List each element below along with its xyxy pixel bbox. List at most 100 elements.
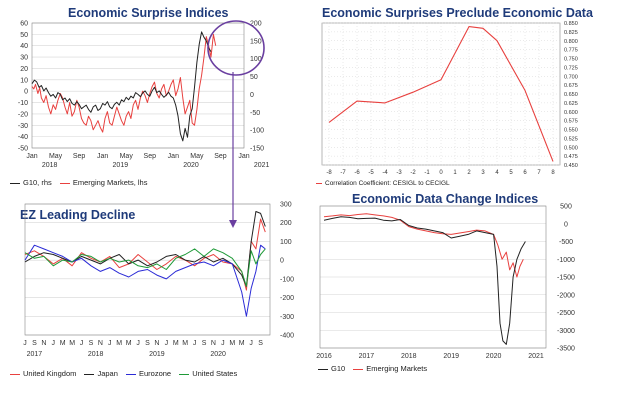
y-tick-label-right: 200	[250, 21, 262, 28]
x-year-label: 2018	[88, 351, 104, 358]
y-tick-label: 0.675	[564, 83, 578, 89]
y-tick-label: -3000	[557, 328, 575, 335]
x-tick-label: M	[182, 340, 188, 347]
x-tick-label: S	[89, 340, 94, 347]
legend-swatch-g10	[10, 182, 20, 184]
x-tick-label: J	[80, 340, 84, 347]
x-tick-label: May	[49, 153, 63, 160]
x-tick-label: 7	[537, 170, 541, 176]
x-tick-label: N	[41, 340, 46, 347]
y-tick-label-left: -20	[18, 111, 28, 118]
series-line-emerging-markets-lhs	[31, 33, 217, 133]
series-line-emerging-markets	[323, 213, 524, 278]
x-tick-label: M	[229, 340, 235, 347]
x-tick-label: M	[69, 340, 75, 347]
chart-panel-correlation: Economic Surprises Preclude Economic Dat…	[310, 0, 620, 190]
y-tick-label-right: -100	[250, 128, 264, 135]
x-tick-label: -3	[396, 170, 402, 176]
x-year-label: 2018	[42, 162, 58, 169]
x-year-label: 2021	[254, 162, 270, 169]
plot-frame	[319, 205, 547, 349]
x-tick-label: S	[202, 340, 207, 347]
x-tick-label: -4	[382, 170, 388, 176]
y-tick-label: 0	[564, 221, 568, 228]
x-tick-label: J	[165, 340, 169, 347]
legend-label: United Kingdom	[23, 369, 77, 378]
x-year-label: 2020	[210, 351, 226, 358]
y-tick-label: 0.650	[564, 92, 578, 98]
chart-title: Economic Data Change Indices	[352, 192, 539, 206]
chart-legend: G10, rhs Emerging Markets, lhs	[10, 178, 147, 187]
x-tick-label: 2016	[316, 353, 332, 360]
y-tick-label-right: 50	[250, 74, 258, 81]
x-tick-label: 2021	[528, 353, 544, 360]
x-year-label: 2019	[113, 162, 129, 169]
legend-swatch-corr	[316, 182, 322, 184]
chart-svg: 500 0 -500 -1000 -1500 -2000 -2500 -3000 -3500 20…	[316, 204, 575, 361]
y-tick-label: 300	[280, 202, 292, 209]
x-tick-label: N	[154, 340, 159, 347]
y-tick-label-right: -150	[250, 146, 264, 153]
x-tick-label: -1	[424, 170, 430, 176]
chart-panel-data-change: Economic Data Change Indices 500 0 -500 -10…	[310, 190, 620, 400]
y-tick-label: 0.625	[564, 101, 578, 107]
x-tick-label: 2	[467, 170, 471, 176]
x-tick-label: Jan	[168, 153, 179, 160]
y-tick-label: -2000	[557, 292, 575, 299]
y-tick-label-left: -30	[18, 123, 28, 130]
y-tick-label: 0.700	[564, 74, 578, 80]
x-tick-label: M	[116, 340, 122, 347]
x-tick-label: Sep	[214, 153, 227, 160]
y-tick-label: 0.750	[564, 57, 578, 63]
x-tick-label: 0	[439, 170, 443, 176]
y-tick-label: 0	[280, 258, 284, 265]
x-tick-label: 2017	[359, 353, 375, 360]
chart-title: Economic Surprises Preclude Economic Dat…	[322, 6, 593, 20]
x-tick-label: J	[52, 340, 56, 347]
legend-swatch-uk	[10, 373, 20, 375]
y-tick-label: 0.725	[564, 65, 578, 71]
x-tick-label: S	[145, 340, 150, 347]
plot-frame	[31, 22, 245, 149]
x-tick-label: 3	[481, 170, 485, 176]
x-tick-label: N	[211, 340, 216, 347]
x-tick-label: -7	[340, 170, 346, 176]
y-tick-label-right: -50	[250, 110, 260, 117]
y-tick-label: 0.775	[564, 48, 578, 54]
y-tick-label: -100	[280, 276, 294, 283]
x-tick-label: Jan	[238, 153, 249, 160]
legend-label: G10, rhs	[23, 178, 52, 187]
x-tick-label: J	[193, 340, 197, 347]
legend-label: G10	[331, 364, 346, 373]
y-tick-label-left: 0	[24, 89, 28, 96]
y-tick-label: -1000	[557, 257, 575, 264]
x-year-label: 2017	[27, 351, 43, 358]
y-tick-label: -1500	[557, 275, 575, 282]
x-tick-label: Sep	[144, 153, 157, 160]
y-tick-label-right: 100	[250, 56, 262, 63]
x-tick-label: 1	[453, 170, 457, 176]
y-tick-label: 500	[560, 204, 572, 211]
y-tick-label-left: 30	[20, 55, 28, 62]
x-tick-label: 5	[509, 170, 513, 176]
x-tick-label: 2019	[443, 353, 459, 360]
y-tick-label: 0.475	[564, 154, 578, 160]
x-tick-label: N	[98, 340, 103, 347]
y-tick-label: 200	[280, 220, 292, 227]
legend-label: Japan	[97, 369, 118, 378]
y-tick-label: -300	[280, 314, 294, 321]
chart-legend: United Kingdom Japan Eurozone United Sta…	[10, 369, 237, 378]
y-tick-label: -200	[280, 295, 294, 302]
x-tick-label: J	[108, 340, 112, 347]
legend-label: Emerging Markets, lhs	[72, 178, 148, 187]
series-line-correlation-coefficient-cesigl-to-cecigl	[328, 26, 554, 162]
y-tick-label: 0.800	[564, 39, 578, 45]
legend-label: Emerging Markets	[366, 364, 428, 373]
x-tick-label: J	[249, 340, 253, 347]
x-tick-label: 2020	[486, 353, 502, 360]
y-tick-label: -3500	[557, 346, 575, 353]
y-tick-label: 0.600	[564, 110, 578, 116]
legend-label: Eurozone	[139, 369, 172, 378]
y-tick-label: -2500	[557, 310, 575, 317]
